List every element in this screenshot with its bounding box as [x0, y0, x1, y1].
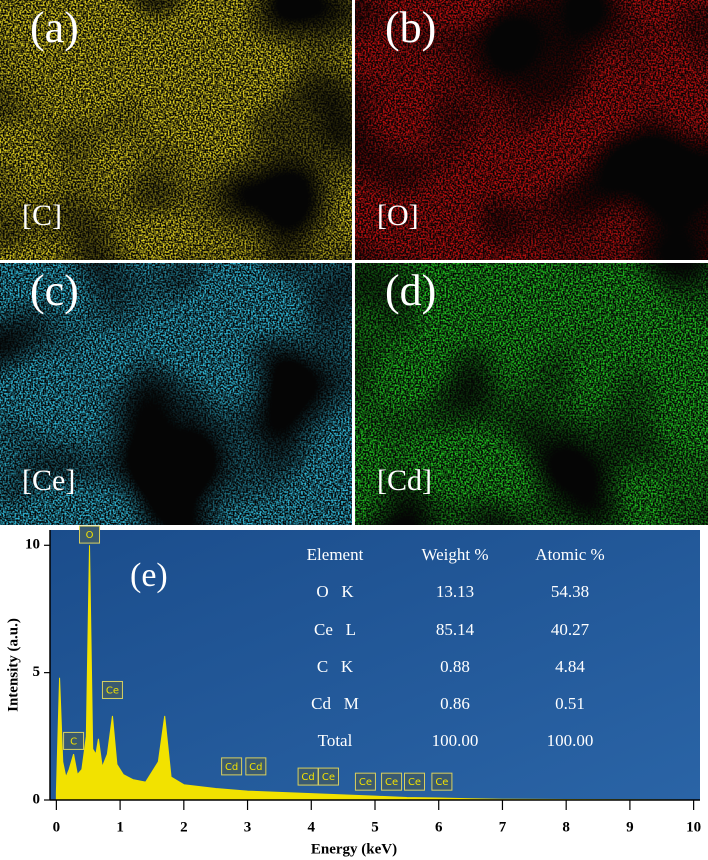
x-tick-label: 3 — [244, 819, 252, 835]
peak-label: O — [86, 530, 94, 541]
element-label: [O] — [377, 199, 419, 232]
table-cell: 40.27 — [551, 620, 590, 639]
table-cell: 100.00 — [547, 731, 594, 750]
table-header: Element — [307, 545, 364, 564]
table-cell: 54.38 — [551, 582, 589, 601]
y-tick-label: 0 — [33, 791, 41, 807]
x-tick-label: 10 — [686, 819, 701, 835]
peak-label: Ce — [435, 777, 448, 788]
peak-label-box — [317, 767, 339, 786]
maps: (a) [C] (b) [O] (c) [Ce] (d) [Cd] — [0, 0, 708, 525]
table-cell: O K — [316, 582, 354, 601]
table-cell: 4.84 — [555, 657, 585, 676]
table-cell: Ce L — [314, 620, 356, 639]
y-axis-label: Intensity (a.u.) — [5, 618, 21, 712]
table-header: Weight % — [421, 545, 488, 564]
panel-label: (d) — [385, 266, 436, 315]
peak-label: C — [70, 736, 77, 747]
x-tick-label: 0 — [53, 819, 61, 835]
x-tick-label: 2 — [180, 819, 188, 835]
peak-label-box — [381, 772, 403, 791]
peak-label-box — [404, 772, 426, 791]
peak-label: Cd — [249, 762, 262, 773]
peak-label: Ce — [322, 772, 335, 783]
panel-label: (b) — [385, 3, 436, 52]
panel-label: (a) — [30, 3, 79, 52]
x-tick-label: 8 — [562, 819, 570, 835]
spectrum-area — [55, 545, 694, 801]
peak-label-box — [79, 525, 101, 544]
y-tick-label: 5 — [33, 664, 41, 680]
table-cell: 100.00 — [432, 731, 479, 750]
peak-label: Ce — [106, 685, 119, 696]
x-axis-label: Energy (keV) — [311, 841, 397, 857]
table-cell: Cd M — [311, 694, 359, 713]
table-cell: C K — [317, 657, 354, 676]
x-tick-label: 7 — [499, 819, 507, 835]
table-cell: Total — [318, 731, 353, 750]
x-tick-label: 1 — [116, 819, 124, 835]
peak-label: Cd — [301, 772, 314, 783]
map-signal — [355, 0, 708, 260]
map-signal — [0, 0, 352, 260]
x-tick-label: 5 — [371, 819, 379, 835]
element-label: [Cd] — [377, 464, 432, 497]
panel-label: (c) — [30, 266, 79, 315]
peak-label-box — [431, 772, 453, 791]
map-signal — [0, 263, 352, 525]
peak-label: Ce — [385, 777, 398, 788]
panel-label: (e) — [130, 557, 168, 594]
x-tick-label: 6 — [435, 819, 443, 835]
table-header: Atomic % — [535, 545, 604, 564]
peak-label: Ce — [408, 777, 421, 788]
table-cell: 85.14 — [436, 620, 475, 639]
spectrum-background — [50, 530, 700, 800]
peak-label-box — [221, 757, 243, 776]
peak-label-box — [63, 731, 85, 750]
map-signal — [355, 263, 708, 525]
element-label: [Ce] — [22, 464, 75, 497]
peak-label-box — [354, 772, 376, 791]
table-cell: 0.88 — [440, 657, 470, 676]
table-cell: 13.13 — [436, 582, 474, 601]
peak-label: Cd — [225, 762, 238, 773]
table-cell: 0.86 — [440, 694, 470, 713]
peak-label-box — [245, 757, 267, 776]
y-tick-label: 10 — [25, 537, 40, 553]
table-cell: 0.51 — [555, 694, 585, 713]
peak-label: Ce — [359, 777, 372, 788]
x-tick-label: 4 — [308, 819, 316, 835]
x-tick-label: 9 — [626, 819, 634, 835]
spectrum: 0 1 2 3 4 5 6 7 8 9 10 0 5 10 C O Ce Cd Cd Cd Ce Ce Ce Ce Ce Elem… — [25, 525, 701, 835]
peak-label-box — [101, 680, 123, 699]
element-label: [C] — [22, 199, 62, 232]
